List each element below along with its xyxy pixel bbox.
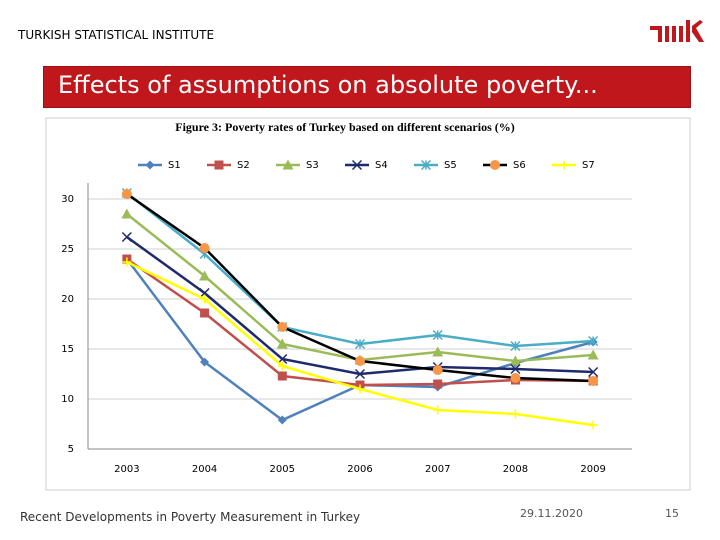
title-banner: Effects of assumptions on absolute pover… bbox=[43, 66, 691, 108]
marker bbox=[588, 335, 599, 347]
marker bbox=[199, 243, 210, 253]
y-tick-label: 5 bbox=[68, 444, 74, 455]
marker bbox=[559, 160, 569, 170]
marker bbox=[354, 338, 366, 350]
marker bbox=[355, 384, 365, 394]
marker bbox=[509, 355, 521, 366]
marker bbox=[145, 160, 155, 170]
marker bbox=[588, 376, 599, 386]
x-tick-label: 2004 bbox=[192, 464, 217, 475]
marker bbox=[588, 366, 599, 378]
y-tick-label: 20 bbox=[61, 294, 74, 305]
marker bbox=[510, 340, 521, 352]
marker bbox=[200, 294, 210, 304]
slide-title: Effects of assumptions on absolute pover… bbox=[58, 71, 598, 99]
marker bbox=[510, 409, 520, 419]
legend-label: S5 bbox=[444, 160, 457, 171]
marker bbox=[277, 322, 288, 332]
x-tick-label: 2007 bbox=[425, 464, 450, 475]
marker bbox=[214, 160, 224, 170]
y-tick-label: 10 bbox=[61, 394, 74, 405]
y-tick-label: 25 bbox=[61, 244, 74, 255]
x-tick-label: 2008 bbox=[503, 464, 528, 475]
marker bbox=[433, 405, 443, 415]
marker bbox=[121, 231, 132, 243]
logo bbox=[650, 20, 704, 42]
page-number: 15 bbox=[665, 507, 679, 520]
marker bbox=[510, 363, 521, 375]
marker bbox=[490, 160, 500, 170]
marker bbox=[200, 308, 210, 318]
y-tick-label: 15 bbox=[61, 344, 74, 355]
legend-label: S6 bbox=[513, 160, 526, 171]
marker bbox=[199, 270, 211, 281]
legend-label: S1 bbox=[168, 160, 181, 171]
marker bbox=[432, 346, 444, 357]
chart-title: Figure 3: Poverty rates of Turkey based … bbox=[175, 120, 515, 134]
marker bbox=[432, 365, 443, 375]
marker bbox=[200, 357, 210, 367]
marker bbox=[121, 208, 133, 219]
marker bbox=[510, 373, 521, 383]
marker bbox=[282, 159, 294, 170]
x-tick-label: 2009 bbox=[580, 464, 605, 475]
legend-label: S4 bbox=[375, 160, 388, 171]
marker bbox=[121, 189, 132, 199]
marker bbox=[122, 257, 132, 267]
legend-label: S3 bbox=[306, 160, 319, 171]
y-tick-label: 30 bbox=[61, 194, 74, 205]
legend-label: S7 bbox=[582, 160, 595, 171]
marker bbox=[199, 287, 210, 299]
marker bbox=[277, 371, 287, 381]
marker bbox=[420, 159, 432, 171]
marker bbox=[355, 356, 365, 366]
footer-text: Recent Developments in Poverty Measureme… bbox=[20, 510, 361, 524]
x-tick-label: 2003 bbox=[114, 464, 139, 475]
marker bbox=[588, 420, 598, 430]
marker bbox=[276, 338, 288, 349]
x-tick-label: 2005 bbox=[270, 464, 295, 475]
chart-frame bbox=[45, 117, 691, 491]
marker bbox=[433, 379, 443, 389]
marker bbox=[351, 159, 363, 171]
marker bbox=[432, 329, 443, 341]
marker bbox=[277, 361, 287, 371]
legend-label: S2 bbox=[237, 160, 250, 171]
marker bbox=[354, 368, 366, 380]
header-title: TURKISH STATISTICAL INSTITUTE bbox=[18, 28, 215, 42]
marker bbox=[587, 349, 599, 360]
marker bbox=[277, 415, 287, 425]
footer-date: 29.11.2020 bbox=[520, 507, 583, 520]
x-tick-label: 2006 bbox=[347, 464, 372, 475]
